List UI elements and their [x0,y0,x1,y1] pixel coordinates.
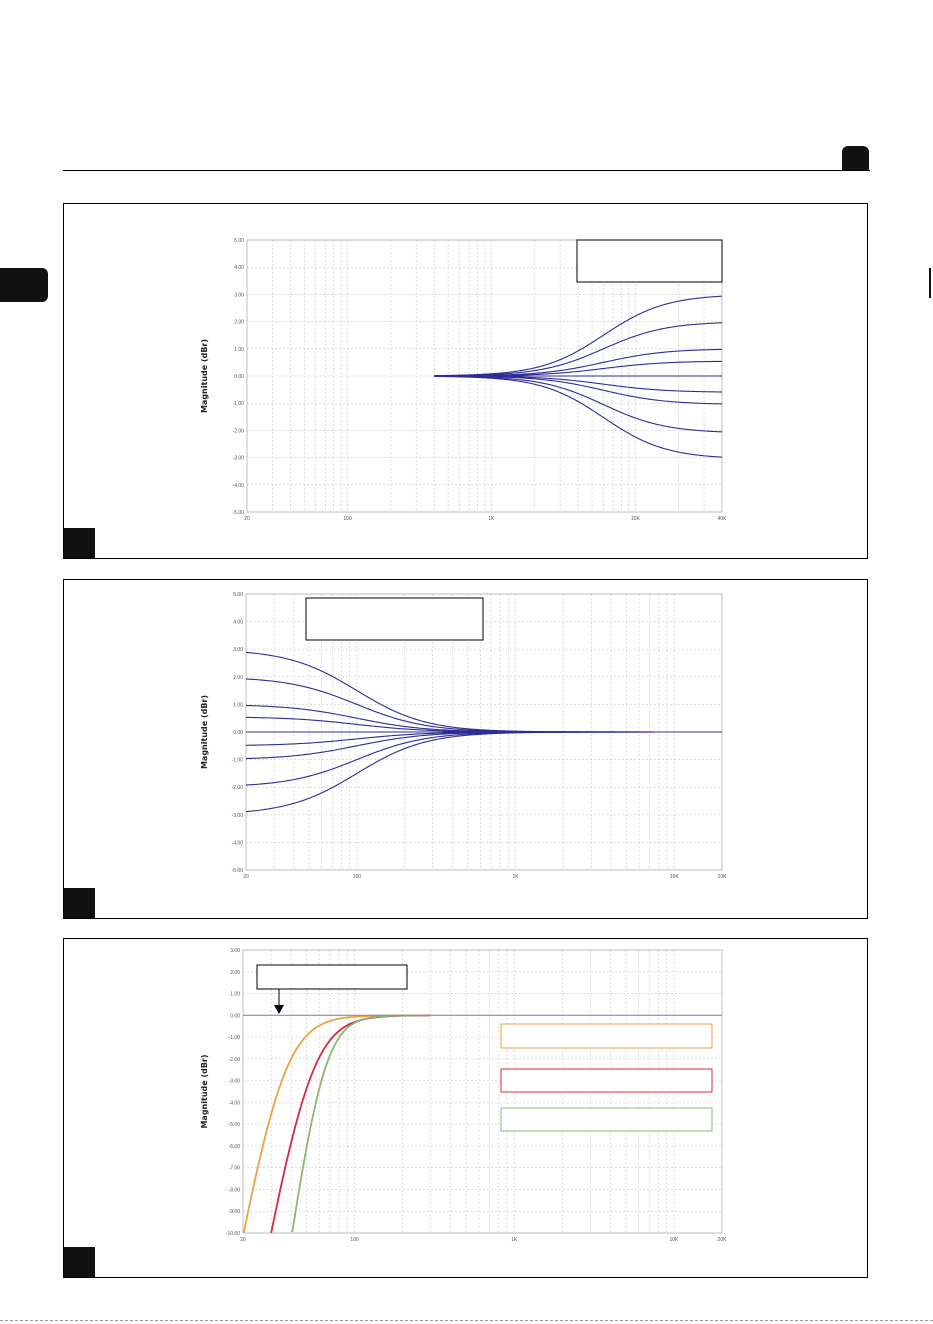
x-tick-label: 100 [343,516,352,522]
annotation-box [305,597,484,641]
x-tick-label: 10K [631,516,641,522]
y-tick-label: 4.00 [234,265,244,271]
header-rule [63,170,870,171]
series-line-6 [245,731,722,760]
y-tick-label: 3.00 [233,647,243,653]
series-line-1 [270,1014,431,1234]
section-side-tab [0,268,48,302]
y-tick-label: -5.00 [232,868,244,874]
x-tick-label: 1K [488,516,495,522]
y-tick-label: -4.00 [232,840,244,846]
y-tick-label: -5.00 [229,1122,241,1128]
legend-box-red [500,1068,713,1093]
series-line-2 [245,704,722,733]
x-tick-label: 20 [243,874,249,880]
y-axis-label: Magnitude (dBr) [200,339,209,413]
y-tick-label: 2.00 [234,320,244,326]
series-line-8 [245,731,722,813]
x-tick-label: 100 [350,1237,359,1243]
series-line-7 [245,731,722,786]
series-group [245,651,722,813]
high-shelf-chart: 5.00 4.00 3.00 2.00 1.00 0.00 -1.00 -2.00 -3.00 -… [200,238,728,522]
x-tick-label: 20 [240,1237,246,1243]
x-tick-label: 100 [353,874,362,880]
y-tick-label: -10.00 [226,1231,240,1237]
legend-box-green [500,1107,713,1132]
y-tick-label: 2.00 [230,970,240,976]
y-tick-label: -8.00 [229,1187,241,1193]
y-tick-label: 0.00 [233,730,243,736]
annotation-arrow-head [274,1005,284,1014]
y-tick-label: 1.00 [234,347,244,353]
y-tick-label: -3.00 [233,456,245,462]
x-tick-label: 1K [513,874,520,880]
series-line-6 [434,375,723,405]
annotation-box [256,964,408,990]
y-tick-label: -4.00 [233,483,245,489]
series-line-2 [291,1014,431,1233]
y-tick-label: -3.00 [232,813,244,819]
figure-badge [64,888,95,918]
chart-panel-high-shelf: 5.00 4.00 3.00 2.00 1.00 0.00 -1.00 -2.00 -3.00 -… [63,203,868,559]
y-tick-label: 1.00 [230,992,240,998]
y-tick-label: 3.00 [234,292,244,298]
series-line-8 [434,375,723,458]
x-tick-label: 40K [718,516,728,522]
y-axis-label: Magnitude (dBr) [200,695,209,769]
figure-badge [64,1247,95,1277]
y-tick-label: -9.00 [229,1209,241,1215]
y-tick-label: -6.00 [229,1144,241,1150]
x-tick-label: 10K [670,874,680,880]
x-tick-label: 20K [718,1237,728,1243]
y-tick-label: 4.00 [233,620,243,626]
y-tick-label: 5.00 [233,592,243,598]
y-tick-label: 0.00 [234,374,244,380]
figure-badge [64,528,95,558]
y-tick-label: 3.00 [230,948,240,954]
y-tick-label: -2.00 [229,1057,241,1063]
y-tick-label: -2.00 [233,428,245,434]
bottom-dashed-line [0,1320,933,1321]
series-line-1 [245,678,722,733]
high-pass-chart: 3.00 2.00 1.00 0.00 -1.00 -2.00 -3.00 -4.00 -5.0… [200,948,728,1243]
x-tick-label: 10K [669,1237,679,1243]
y-tick-label: -4.00 [229,1100,241,1106]
annotation-box [576,239,723,283]
y-tick-label: -1.00 [233,401,245,407]
page-number-tab [842,146,869,170]
y-tick-label: 0.00 [230,1013,240,1019]
x-tick-label: 20 [244,516,250,522]
y-tick-label: 5.00 [234,238,244,244]
y-axis-label: Magnitude (dBr) [200,1054,209,1128]
legend-box-orange [500,1023,713,1049]
plot-frame [242,949,723,1234]
series-group [434,295,723,458]
y-tick-label: -1.00 [232,758,244,764]
x-tick-label: 20K [718,874,728,880]
edge-mark [929,268,931,298]
y-tick-label: 2.00 [233,675,243,681]
y-tick-label: -2.00 [232,785,244,791]
x-tick-label: 1K [511,1237,518,1243]
y-tick-label: 1.00 [233,702,243,708]
chart-panel-high-pass: 3.00 2.00 1.00 0.00 -1.00 -2.00 -3.00 -4.00 -5.0… [63,938,868,1278]
low-shelf-chart: 5.00 4.00 3.00 2.00 1.00 0.00 -1.00 -2.00 -3.00 -… [200,592,728,880]
chart-panel-low-shelf: 5.00 4.00 3.00 2.00 1.00 0.00 -1.00 -2.00 -3.00 -… [63,579,868,919]
y-tick-label: -5.00 [233,510,245,516]
y-tick-label: -7.00 [229,1166,241,1172]
y-tick-label: -1.00 [229,1035,241,1041]
y-tick-label: -3.00 [229,1079,241,1085]
